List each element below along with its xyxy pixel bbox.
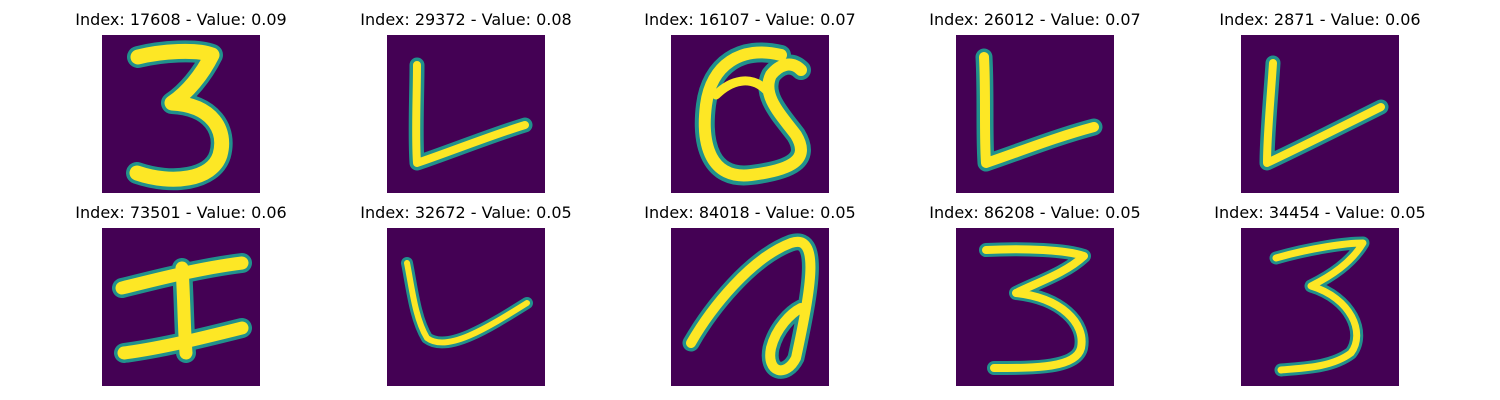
digit-image [1241, 35, 1399, 193]
panel-title: Index: 2871 - Value: 0.06 [1219, 10, 1421, 29]
panel-1: Index: 17608 - Value: 0.09 [75, 10, 287, 193]
panel-title: Index: 16107 - Value: 0.07 [644, 10, 856, 29]
digit-image [102, 35, 260, 193]
panel-title: Index: 32672 - Value: 0.05 [360, 203, 572, 222]
digit-image [102, 228, 260, 386]
panel-title: Index: 17608 - Value: 0.09 [75, 10, 287, 29]
panel-2: Index: 29372 - Value: 0.08 [360, 10, 572, 193]
panel-title: Index: 86208 - Value: 0.05 [929, 203, 1141, 222]
panel-6: Index: 73501 - Value: 0.06 [75, 203, 287, 386]
digit-image [671, 35, 829, 193]
digit-image [956, 35, 1114, 193]
digit-image [387, 228, 545, 386]
panel-4: Index: 26012 - Value: 0.07 [929, 10, 1141, 193]
panel-title: Index: 29372 - Value: 0.08 [360, 10, 572, 29]
panel-title: Index: 73501 - Value: 0.06 [75, 203, 287, 222]
panel-title: Index: 84018 - Value: 0.05 [644, 203, 856, 222]
panel-7: Index: 32672 - Value: 0.05 [360, 203, 572, 386]
panel-title: Index: 34454 - Value: 0.05 [1214, 203, 1426, 222]
panel-8: Index: 84018 - Value: 0.05 [644, 203, 856, 386]
digit-image [671, 228, 829, 386]
panel-9: Index: 86208 - Value: 0.05 [929, 203, 1141, 386]
digit-image [956, 228, 1114, 386]
panel-title: Index: 26012 - Value: 0.07 [929, 10, 1141, 29]
panel-10: Index: 34454 - Value: 0.05 [1214, 203, 1426, 386]
panel-5: Index: 2871 - Value: 0.06 [1219, 10, 1421, 193]
panel-3: Index: 16107 - Value: 0.07 [644, 10, 856, 193]
digit-image [387, 35, 545, 193]
digit-image [1241, 228, 1399, 386]
